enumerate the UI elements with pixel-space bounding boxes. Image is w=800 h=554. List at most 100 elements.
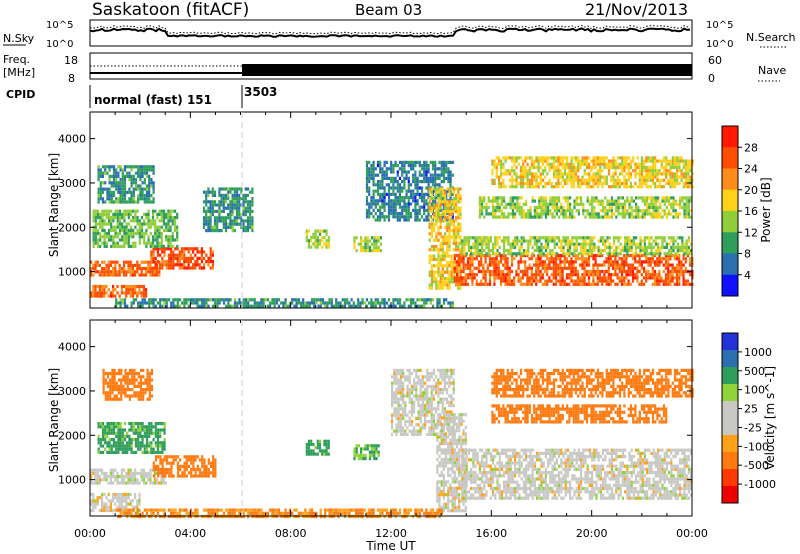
- power-cells-cell: [441, 264, 444, 268]
- power-cells-cell: [607, 165, 611, 170]
- power-cells-cell: [616, 276, 619, 280]
- power-cells-cell: [260, 298, 263, 302]
- power-cells-cell: [596, 169, 600, 173]
- power-cells-cell: [176, 216, 179, 220]
- power-cells-cell: [570, 159, 573, 163]
- power-cells-cell: [403, 167, 406, 171]
- power-cells-cell: [220, 219, 223, 223]
- power-cells-cell: [392, 212, 395, 216]
- power-cells-cell: [314, 229, 317, 233]
- vel-cells-cell: [101, 471, 104, 475]
- power-cells-cell: [508, 266, 511, 270]
- power-cells-cell: [635, 202, 638, 206]
- power-cells-cell: [687, 172, 690, 176]
- power-cells-cell: [138, 241, 141, 245]
- power-cells-cell: [450, 203, 453, 207]
- power-cells-cell: [423, 205, 426, 209]
- power-cells-cell: [123, 190, 127, 194]
- power-cells-cell: [418, 180, 421, 184]
- power-cells-cell: [652, 202, 655, 206]
- power-cells-cell: [683, 205, 686, 210]
- power-cells-cell: [549, 249, 552, 253]
- colorbar-segment: [722, 232, 738, 254]
- power-cells-cell: [676, 202, 679, 206]
- power-cells-cell: [435, 219, 438, 223]
- power-cells-cell: [431, 173, 435, 177]
- power-cells-cell: [574, 253, 577, 258]
- power-cells-cell: [665, 242, 668, 246]
- power-cells-cell: [486, 282, 489, 286]
- power-cells-cell: [185, 247, 188, 251]
- power-cells-cell: [104, 171, 107, 175]
- power-cells-cell: [585, 159, 589, 163]
- power-cells-cell: [541, 156, 545, 160]
- power-cells-cell: [482, 282, 485, 286]
- power-cells-cell: [597, 249, 600, 253]
- power-cells-cell: [493, 162, 496, 166]
- power-cells-cell: [506, 257, 509, 261]
- power-cells-cell: [242, 225, 245, 229]
- power-cells-cell: [563, 263, 566, 267]
- power-cells-cell: [459, 273, 462, 277]
- power-cells-cell: [445, 160, 448, 164]
- power-cells-cell: [626, 209, 629, 213]
- power-cells-cell: [436, 167, 439, 171]
- power-cells-cell: [355, 236, 358, 240]
- power-cells-cell: [549, 209, 552, 213]
- power-cells-cell: [466, 282, 470, 286]
- power-cells-cell: [506, 273, 509, 277]
- power-cells-cell: [595, 215, 598, 219]
- power-cells-cell: [511, 245, 514, 249]
- power-cells-cell: [368, 160, 371, 164]
- power-cells-cell: [566, 215, 569, 219]
- power-cells-cell: [619, 249, 622, 253]
- vel-cells-cell: [140, 478, 143, 482]
- power-cells-cell: [227, 187, 230, 191]
- power-cells-cell: [619, 205, 622, 210]
- power-cells-cell: [119, 181, 122, 185]
- power-cells-cell: [431, 176, 435, 180]
- power-cells-cell: [615, 252, 618, 256]
- power-cells-cell: [437, 216, 440, 220]
- power-cells-cell: [437, 270, 440, 274]
- power-cells-cell: [649, 263, 652, 267]
- power-cells-cell: [629, 162, 633, 166]
- power-cells-cell: [617, 196, 620, 200]
- power-cells-cell: [441, 254, 444, 258]
- power-cells-cell: [551, 196, 554, 200]
- power-cells-cell: [558, 196, 561, 200]
- vel-cells-cell: [105, 471, 108, 475]
- power-cells-cell: [618, 276, 621, 280]
- power-cells-cell: [616, 175, 619, 179]
- vel-cells-cell: [142, 475, 145, 479]
- power-cells-cell: [365, 164, 369, 168]
- power-cells-cell: [561, 178, 564, 182]
- power-cells-cell: [211, 253, 214, 257]
- vel-cells-cell: [114, 478, 117, 482]
- power-cells-cell: [115, 304, 118, 308]
- power-cells-cell: [441, 280, 444, 284]
- power-cells-cell: [537, 185, 540, 189]
- power-cells-cell: [227, 298, 230, 302]
- power-cells-cell: [437, 203, 440, 207]
- power-cells-cell: [364, 245, 367, 249]
- power-cells-cell: [581, 162, 584, 166]
- power-cells-cell: [90, 260, 93, 264]
- power-cells-cell: [594, 282, 597, 286]
- power-cells-cell: [173, 225, 177, 229]
- power-cells-cell: [581, 159, 584, 163]
- power-cells-cell: [684, 169, 688, 173]
- power-cells-cell: [586, 199, 589, 203]
- power-cells-cell: [200, 253, 203, 257]
- vel-cells-cell: [118, 481, 121, 485]
- power-cells-cell: [214, 298, 217, 302]
- power-cells-cell: [136, 267, 139, 271]
- power-cells-cell: [105, 232, 108, 236]
- power-cells-cell: [460, 257, 463, 261]
- power-cells-cell: [651, 276, 654, 280]
- power-cells-cell: [173, 222, 177, 226]
- power-cells-cell: [246, 193, 250, 197]
- vel-cells-cell: [142, 478, 145, 482]
- power-cells-cell: [390, 167, 393, 171]
- power-cells-cell: [665, 196, 668, 200]
